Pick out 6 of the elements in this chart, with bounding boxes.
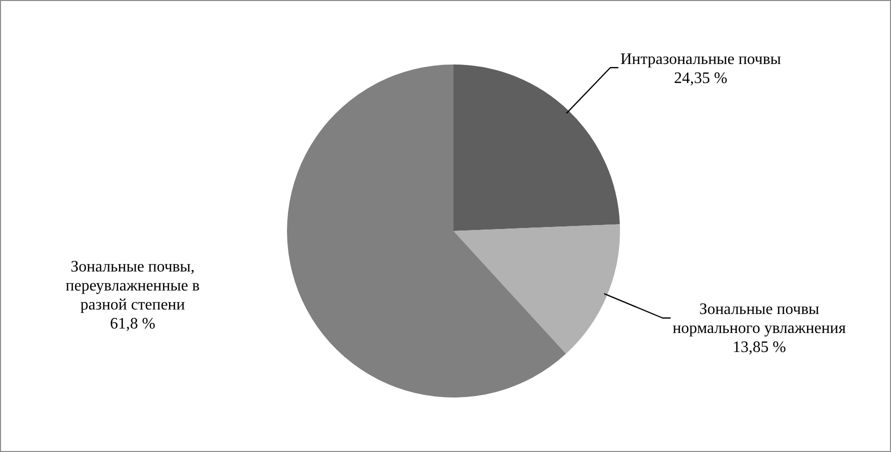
slice-label: Интразональные почвы: [620, 50, 782, 68]
data-label: 24,35 %: [674, 70, 728, 87]
slice-label: Зональные почвы нормального увлажнения: [672, 301, 846, 338]
data-label: 61,8 %: [110, 315, 156, 332]
data-label: 13,85 %: [732, 339, 786, 356]
slice-label: Зональные почвы, переувлажненные в разной степени: [66, 258, 200, 314]
